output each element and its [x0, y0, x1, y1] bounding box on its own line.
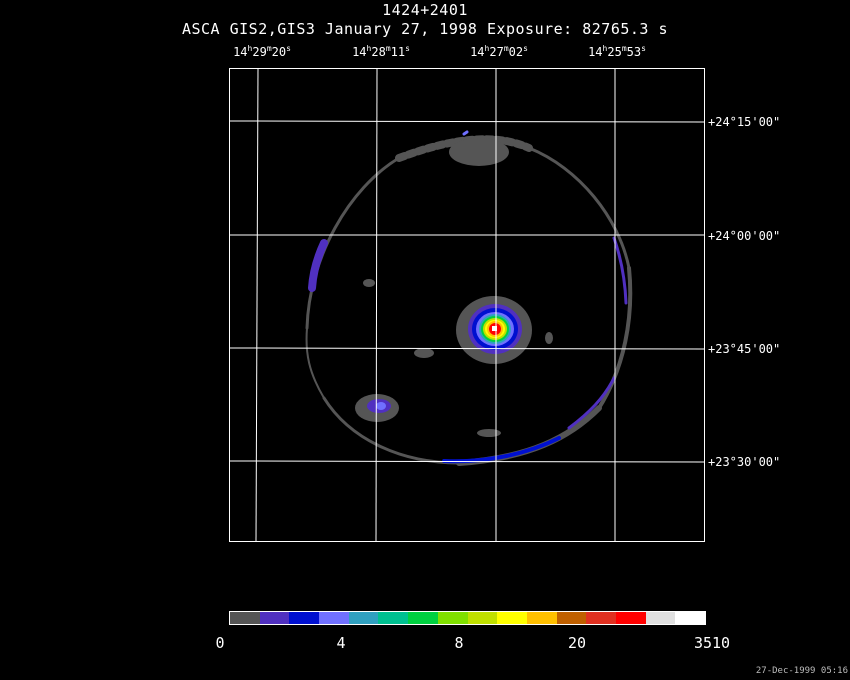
- ra-tick-label: 14h27m02s: [470, 44, 528, 59]
- timestamp: 27-Dec-1999 05:16: [755, 666, 848, 676]
- bright-source: [456, 296, 532, 364]
- colorbar-label: 3510: [693, 634, 731, 652]
- colorbar-segment: [259, 612, 290, 624]
- ra-tick-label: 14h25m53s: [588, 44, 646, 59]
- dec-tick-label: +24°15'00": [708, 115, 781, 129]
- colorbar-segment: [437, 612, 468, 624]
- dec-tick-label: +24°00'00": [708, 229, 781, 243]
- colorbar-segment: [348, 612, 379, 624]
- ra-tick-label: 14h29m20s: [233, 44, 291, 59]
- image-title: 1424+2401: [382, 1, 468, 19]
- colorbar-segment: [586, 612, 616, 624]
- colorbar-label: 20: [567, 634, 587, 652]
- dec-tick-label: +23°45'00": [708, 342, 781, 356]
- colorbar-segment: [675, 612, 705, 624]
- colorbar-segment: [526, 612, 557, 624]
- ra-tick-label: 14h28m11s: [352, 44, 410, 59]
- xray-image: [229, 68, 705, 542]
- colorbar-segment: [645, 612, 676, 624]
- colorbar-segment: [289, 612, 320, 624]
- dec-tick-label: +23°30'00": [708, 455, 781, 469]
- image-subtitle: ASCA GIS2,GIS3 January 27, 1998 Exposure…: [181, 20, 669, 38]
- colorbar-segment: [556, 612, 587, 624]
- secondary-source: [367, 399, 391, 413]
- colorbar-segment: [408, 612, 438, 624]
- colorbar-segment: [497, 612, 527, 624]
- colorbar-label: 4: [336, 634, 346, 652]
- colorbar-segment: [230, 612, 260, 624]
- colorbar-label: 0: [215, 634, 225, 652]
- colorbar-label: 8: [454, 634, 464, 652]
- colorbar-segment: [615, 612, 646, 624]
- coordinate-grid: [229, 68, 705, 542]
- colorbar: [229, 611, 706, 625]
- colorbar-segment: [378, 612, 409, 624]
- xray-image-panel: [229, 68, 705, 542]
- colorbar-segment: [467, 612, 498, 624]
- colorbar-segment: [319, 612, 349, 624]
